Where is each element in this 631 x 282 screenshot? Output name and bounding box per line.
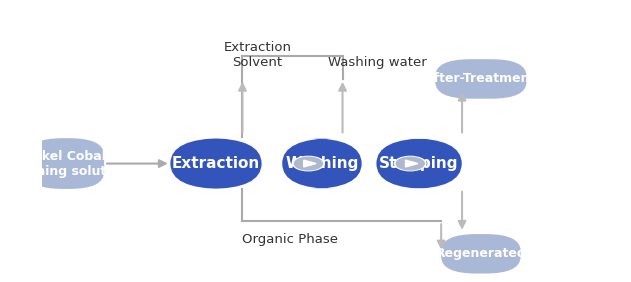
FancyBboxPatch shape — [28, 138, 104, 189]
FancyBboxPatch shape — [170, 138, 262, 189]
Text: Nickel Cobalt
Leaching solution: Nickel Cobalt Leaching solution — [4, 149, 127, 178]
Text: Stripping: Stripping — [379, 156, 459, 171]
Text: After-Treatment: After-Treatment — [425, 72, 536, 85]
Polygon shape — [406, 160, 418, 167]
Circle shape — [396, 157, 425, 171]
Circle shape — [293, 157, 323, 171]
FancyBboxPatch shape — [377, 138, 462, 189]
Text: Extraction: Extraction — [172, 156, 260, 171]
Text: Washing: Washing — [285, 156, 358, 171]
FancyBboxPatch shape — [441, 234, 521, 274]
Text: Washing water: Washing water — [328, 56, 427, 69]
Circle shape — [394, 156, 427, 171]
Text: Extraction
Solvent: Extraction Solvent — [223, 41, 292, 69]
Text: Regenerated: Regenerated — [435, 247, 526, 260]
FancyBboxPatch shape — [435, 59, 526, 99]
Text: Organic Phase: Organic Phase — [242, 233, 338, 246]
Circle shape — [292, 156, 325, 171]
FancyBboxPatch shape — [282, 138, 362, 189]
Polygon shape — [304, 160, 316, 167]
